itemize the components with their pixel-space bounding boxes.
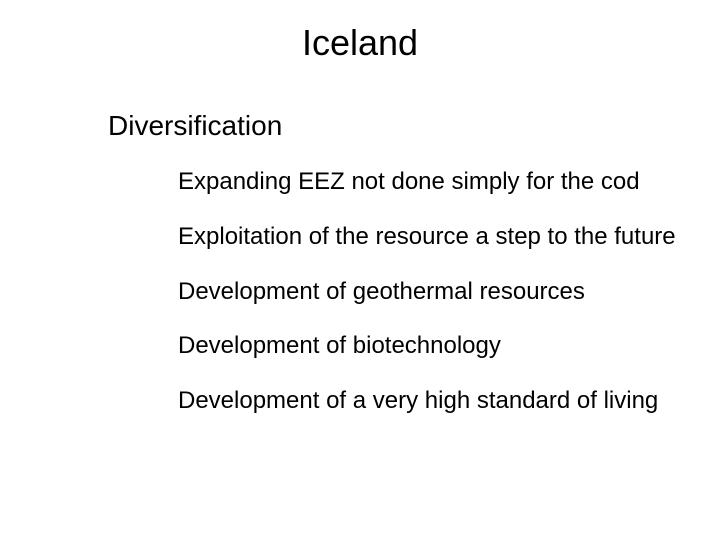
slide-title: Iceland — [0, 22, 720, 64]
slide-body: Expanding EEZ not done simply for the co… — [178, 168, 690, 442]
slide: Iceland Diversification Expanding EEZ no… — [0, 0, 720, 540]
slide-subtitle: Diversification — [108, 110, 282, 142]
bullet-item: Development of geothermal resources — [178, 278, 690, 307]
bullet-item: Expanding EEZ not done simply for the co… — [178, 168, 690, 197]
bullet-item: Development of biotechnology — [178, 332, 690, 361]
bullet-item: Exploitation of the resource a step to t… — [178, 223, 690, 252]
bullet-item: Development of a very high standard of l… — [178, 387, 690, 416]
